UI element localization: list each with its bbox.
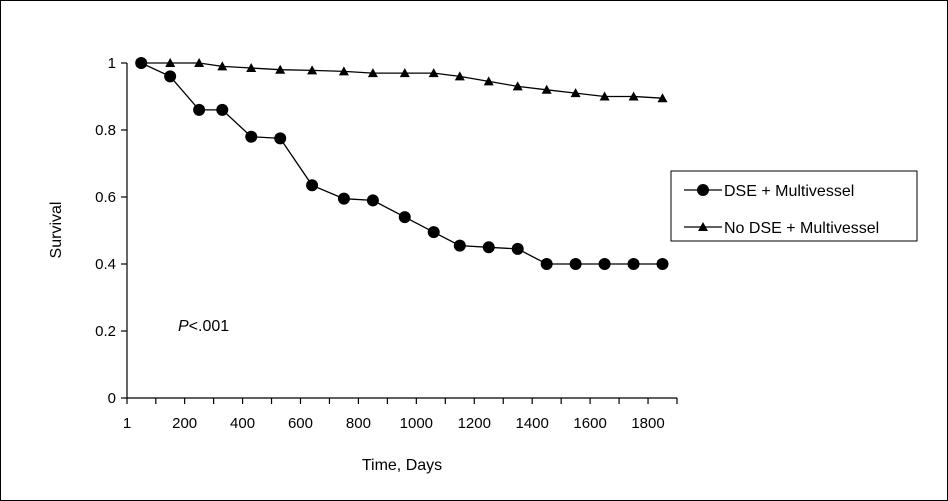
series-2-point <box>512 81 523 91</box>
series-1-point <box>656 258 669 270</box>
p-value-prefix: P <box>178 318 189 335</box>
y-tick-label: 1 <box>108 55 116 72</box>
x-tick-label: 200 <box>172 415 197 432</box>
series-2-point <box>570 88 581 98</box>
series-2-point <box>399 68 410 78</box>
series-1-point <box>306 179 319 192</box>
series-1-point <box>427 226 440 239</box>
series-1-point <box>274 132 287 145</box>
y-tick-label: 0.8 <box>95 122 116 139</box>
series-1-point <box>366 194 379 207</box>
series-1-point <box>627 258 640 270</box>
series-2-point <box>338 66 349 76</box>
y-tick-label: 0.6 <box>95 189 116 206</box>
x-tick-label: 600 <box>288 415 313 432</box>
y-tick-label: 0.4 <box>95 256 116 273</box>
y-ticks: 0 0.2 0.4 0.6 0.8 1 <box>95 55 127 407</box>
series-1-point <box>164 70 177 83</box>
series-1-point <box>598 258 611 270</box>
series-2-point <box>657 93 668 103</box>
series-2-point <box>454 71 465 81</box>
x-axis-title: Time, Days <box>362 457 442 474</box>
p-value-annotation: P<.001 <box>178 318 229 335</box>
x-tick-label: 1000 <box>400 415 433 432</box>
series-2-point <box>246 63 257 72</box>
p-value-text: <.001 <box>189 318 230 335</box>
series-1-point <box>193 103 206 116</box>
series-1-point <box>337 192 350 205</box>
x-tick-label: 1400 <box>515 415 548 432</box>
series-2-point <box>483 76 494 86</box>
x-tick-label: 800 <box>346 415 371 432</box>
series-2-point <box>194 58 205 67</box>
x-tick-label: 1 <box>123 415 131 432</box>
series-1-point <box>453 239 466 252</box>
x-tick-label: 1800 <box>631 415 664 432</box>
y-axis-title: Survival <box>48 202 65 259</box>
legend-label-series-2: No DSE + Multivessel <box>724 220 879 237</box>
y-tick-label: 0.2 <box>95 323 116 340</box>
series-line-1 <box>140 62 663 265</box>
legend-marker-series-2 <box>698 222 708 231</box>
legend-label-series-1: DSE + Multivessel <box>724 183 854 200</box>
series-2-point <box>541 84 552 94</box>
x-tick-label: 1600 <box>573 415 606 432</box>
series-1-point <box>398 211 411 224</box>
series-1-point <box>511 242 524 255</box>
x-tick-label: 400 <box>230 415 255 432</box>
series-2-point <box>217 61 228 71</box>
axes <box>126 63 677 399</box>
legend-marker-series-1 <box>697 184 709 196</box>
series-1-point <box>482 241 495 254</box>
x-tick-label: 1200 <box>458 415 491 432</box>
series-2-point <box>136 58 147 67</box>
series-2-point <box>367 68 378 78</box>
series-2-point <box>599 91 610 101</box>
series-2-point <box>165 58 176 67</box>
series-2-point <box>428 68 439 78</box>
series-1-point <box>569 258 582 270</box>
series-1-point <box>540 258 553 270</box>
series-2-point <box>628 91 639 101</box>
series-2-point <box>275 64 286 74</box>
legend: DSE + Multivessel No DSE + Multivessel <box>670 170 918 242</box>
series-1-point <box>216 103 229 116</box>
series-2-point <box>307 65 318 75</box>
y-tick-label: 0 <box>108 390 116 407</box>
legend-box <box>670 170 918 242</box>
x-ticks: 1 200 400 600 800 1000 1200 1400 1600 1800 <box>123 398 678 432</box>
series-1-point <box>245 130 258 143</box>
series-layer <box>135 57 669 270</box>
